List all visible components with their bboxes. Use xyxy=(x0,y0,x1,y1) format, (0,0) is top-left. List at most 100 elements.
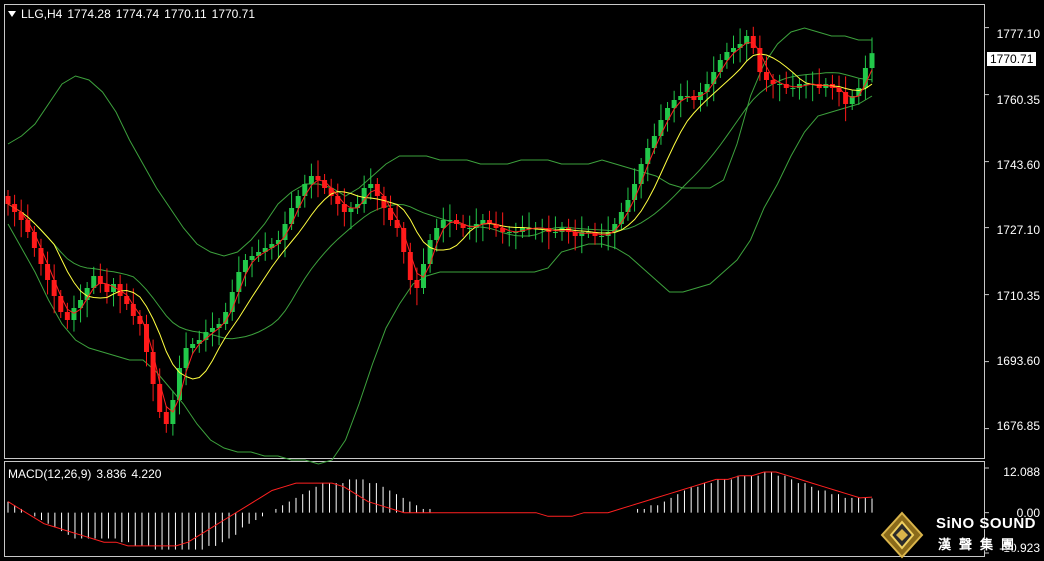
macd-pane-frame xyxy=(4,461,985,557)
bearish-candle xyxy=(104,284,110,292)
bullish-candle xyxy=(295,196,301,208)
bullish-candle xyxy=(84,288,90,300)
close-value: 1770.71 xyxy=(211,7,256,21)
bearish-candle xyxy=(58,296,64,312)
bullish-candle xyxy=(427,240,433,264)
bollinger-lower-line xyxy=(7,95,873,465)
bullish-candle xyxy=(849,96,855,104)
bearish-candle xyxy=(124,296,130,304)
bullish-candle xyxy=(348,208,354,212)
bollinger-middle-line xyxy=(7,72,873,340)
bullish-candle xyxy=(618,212,624,224)
bullish-candle xyxy=(658,120,664,136)
bearish-candle xyxy=(750,36,756,48)
bullish-candle xyxy=(302,184,308,196)
macd-main-value: 3.836 xyxy=(96,467,127,481)
bullish-candle xyxy=(355,204,361,208)
bullish-candle xyxy=(196,340,202,344)
bullish-candle xyxy=(651,136,657,148)
bearish-candle xyxy=(691,96,697,100)
bearish-candle xyxy=(592,232,598,236)
price-pane-frame xyxy=(4,4,985,459)
price-tick-label: 1760.35 xyxy=(996,93,1040,107)
macd-tick-label: 12.088 xyxy=(1003,465,1040,479)
bullish-candle xyxy=(361,188,367,204)
bullish-candle xyxy=(684,96,690,97)
bullish-candle xyxy=(91,276,97,288)
bullish-candle xyxy=(737,44,743,48)
bearish-candle xyxy=(117,284,123,296)
high-value: 1774.74 xyxy=(115,7,160,21)
bearish-candle xyxy=(407,252,413,280)
bullish-candle xyxy=(704,84,710,92)
bullish-candle xyxy=(262,248,268,252)
bearish-candle xyxy=(144,324,150,352)
price-tick-label: 1693.60 xyxy=(996,354,1040,368)
bearish-candle xyxy=(51,280,57,296)
bullish-candle xyxy=(242,260,248,272)
bearish-candle xyxy=(157,384,163,412)
bearish-candle xyxy=(453,220,459,224)
bullish-candle xyxy=(717,60,723,72)
bullish-candle xyxy=(269,244,275,248)
bullish-candle xyxy=(447,220,453,221)
bearish-candle xyxy=(394,220,400,228)
low-value: 1770.11 xyxy=(164,7,207,21)
bullish-candle xyxy=(744,36,750,44)
bullish-candle xyxy=(711,72,717,84)
bearish-candle xyxy=(97,276,103,284)
bearish-candle xyxy=(18,212,24,220)
bullish-candle xyxy=(645,148,651,164)
bullish-candle xyxy=(209,328,215,332)
bullish-candle xyxy=(519,228,525,232)
price-chart xyxy=(5,26,875,465)
macd-tick-label: 0.00 xyxy=(1016,506,1040,520)
dropdown-triangle-icon[interactable] xyxy=(8,11,16,17)
bearish-candle xyxy=(341,204,347,212)
bearish-candle xyxy=(315,176,321,180)
bullish-candle xyxy=(183,348,189,368)
bearish-candle xyxy=(137,316,143,324)
bullish-candle xyxy=(632,184,638,200)
bearish-candle xyxy=(414,280,420,288)
watermark-brand: SiNO SOUND xyxy=(936,515,1037,532)
bearish-candle xyxy=(757,48,763,72)
bullish-candle xyxy=(506,232,512,233)
bullish-candle xyxy=(665,108,671,120)
bullish-candle xyxy=(585,232,591,233)
bearish-candle xyxy=(45,264,51,280)
bearish-candle xyxy=(493,224,499,228)
bullish-candle xyxy=(862,68,868,88)
price-axis-ticks xyxy=(984,27,989,554)
bearish-candle xyxy=(500,228,506,232)
bullish-candle xyxy=(625,200,631,212)
bollinger-upper-line xyxy=(7,27,872,257)
bearish-candle xyxy=(64,312,70,320)
bullish-candle xyxy=(434,228,440,240)
bullish-candle xyxy=(612,224,618,232)
bearish-candle xyxy=(770,80,776,84)
bullish-candle xyxy=(216,324,222,328)
bearish-candle xyxy=(322,180,328,188)
bullish-candle xyxy=(421,264,427,288)
bullish-candle xyxy=(190,344,196,348)
bullish-candle xyxy=(790,88,796,89)
bullish-candle xyxy=(730,48,736,52)
price-tick-label: 1710.35 xyxy=(996,289,1040,303)
bullish-candle xyxy=(203,332,209,340)
bearish-candle xyxy=(460,224,466,228)
bullish-candle xyxy=(480,220,486,224)
bearish-candle xyxy=(5,196,11,204)
bullish-candle xyxy=(249,256,255,260)
bearish-candle xyxy=(25,220,31,232)
bearish-candle xyxy=(763,72,769,80)
slow-moving-average-line xyxy=(7,53,873,380)
price-tick-label: 1676.85 xyxy=(996,419,1040,433)
bullish-candle xyxy=(552,232,558,233)
bullish-candle xyxy=(289,208,295,224)
bullish-candle xyxy=(796,84,802,88)
bullish-candle xyxy=(229,292,235,312)
bearish-candle xyxy=(388,208,394,220)
macd-signal-line xyxy=(7,471,873,547)
fast-moving-average-line xyxy=(7,42,873,413)
